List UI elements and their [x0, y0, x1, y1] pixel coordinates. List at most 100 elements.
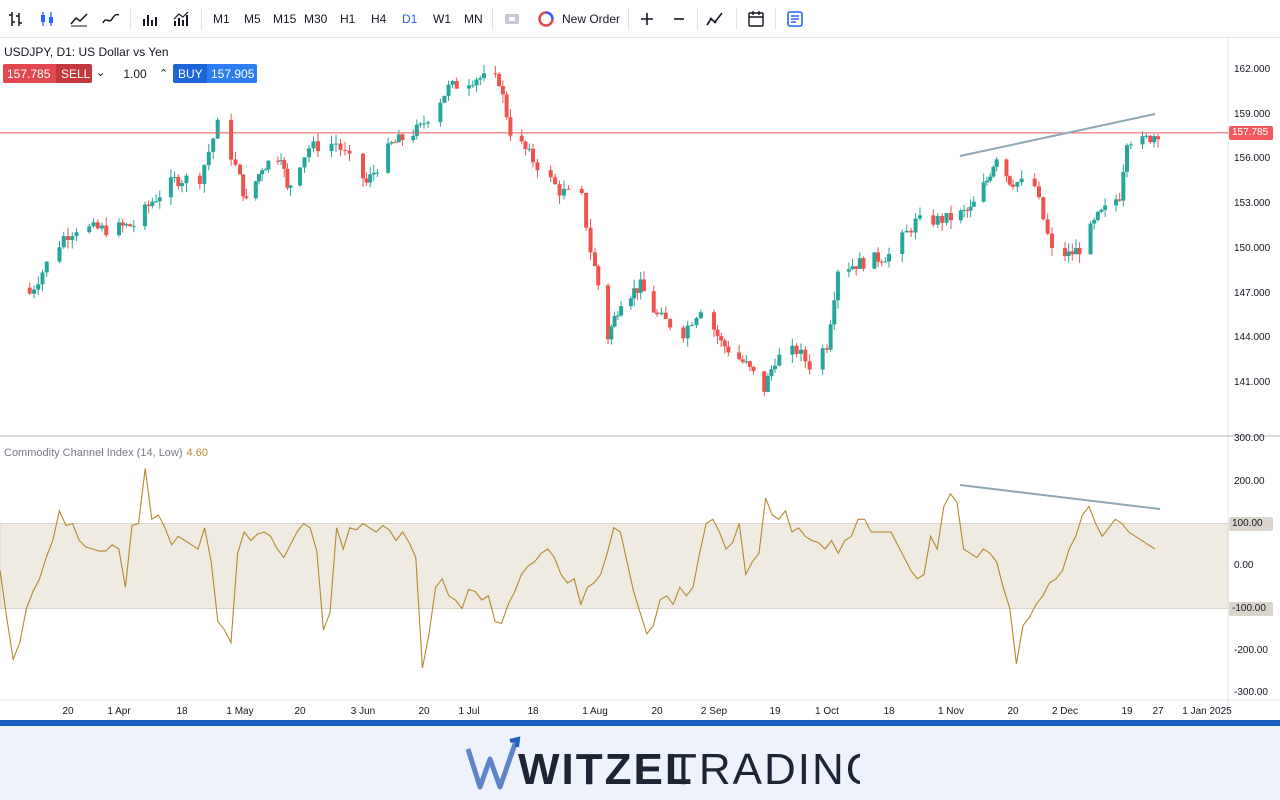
candle-body — [944, 213, 949, 223]
candle-body — [719, 336, 724, 341]
timeframe-m15[interactable]: M15 — [273, 12, 297, 26]
candle-body — [918, 215, 922, 219]
date-axis-label: 1 Oct — [815, 706, 839, 717]
candle-body — [44, 261, 49, 273]
candle-body — [904, 230, 909, 233]
candle-body — [389, 142, 394, 144]
buy-price[interactable]: 157.905 — [207, 64, 257, 83]
chart-area[interactable] — [0, 38, 1280, 720]
candle-body — [790, 345, 795, 355]
candle-body — [215, 119, 220, 139]
notes-icon[interactable] — [786, 10, 804, 28]
candle-body — [588, 227, 593, 253]
trade-ticket-icon[interactable] — [503, 10, 521, 28]
quantity-increase-icon[interactable]: ⌃ — [159, 68, 169, 80]
area-chart-icon[interactable] — [70, 10, 88, 28]
timeframe-m1[interactable]: M1 — [213, 12, 230, 26]
candle-body — [168, 177, 173, 198]
sell-price[interactable]: 157.785 — [3, 64, 56, 83]
candle-body — [176, 176, 181, 187]
date-axis-label: 19 — [1121, 706, 1133, 717]
candle-body — [876, 252, 881, 262]
candle-body — [651, 291, 656, 313]
candle-body — [584, 192, 589, 228]
candle-body — [835, 271, 840, 301]
candle-body — [263, 169, 268, 171]
candle-body — [579, 188, 584, 193]
cci-trendline — [959, 484, 1161, 510]
candlestick-icon[interactable] — [38, 10, 56, 28]
indicators-icon[interactable] — [172, 10, 190, 28]
volume-icon[interactable] — [141, 10, 159, 28]
candle-body — [566, 188, 571, 190]
candle-body — [1128, 144, 1133, 146]
calendar-icon[interactable] — [747, 10, 765, 28]
timeframe-m5[interactable]: M5 — [244, 12, 261, 26]
candle-body — [981, 182, 986, 202]
candle-body — [364, 178, 369, 183]
candle-body — [879, 261, 884, 263]
candle-body — [900, 232, 905, 254]
candle-body — [87, 226, 92, 233]
timeframe-mn[interactable]: MN — [464, 12, 483, 26]
candle-body — [632, 288, 637, 299]
chart-canvas[interactable] — [0, 38, 1280, 720]
date-axis-label: 2 Sep — [700, 706, 728, 717]
candle-body — [698, 312, 703, 319]
candle-body — [393, 142, 398, 144]
candle-body — [1099, 209, 1104, 212]
candle-body — [470, 85, 475, 87]
timeframe-h1[interactable]: H1 — [340, 12, 356, 26]
candle-body — [846, 269, 851, 272]
candle-body — [931, 215, 936, 225]
timeframe-h4[interactable]: H4 — [371, 12, 387, 26]
drawing-tools-icon[interactable] — [706, 10, 724, 28]
toolbar-separator — [697, 8, 698, 30]
candle-body — [400, 134, 405, 141]
candle-body — [128, 224, 133, 227]
candle-body — [307, 148, 311, 158]
quantity-field[interactable]: 1.00 — [123, 67, 147, 81]
candle-body — [27, 287, 32, 294]
price-axis-label: 159.000 — [1234, 109, 1271, 120]
candle-body — [1156, 136, 1160, 140]
candle-body — [820, 348, 825, 370]
bar-chart-icon[interactable] — [7, 10, 25, 28]
price-pane — [0, 38, 1228, 436]
candle-body — [131, 226, 136, 228]
candle-body — [74, 232, 79, 237]
candle-body — [1077, 248, 1082, 255]
date-axis-label: 3 Jun — [350, 706, 376, 717]
zoom-in-icon[interactable] — [638, 10, 656, 28]
candle-body — [681, 327, 686, 339]
candle-body — [256, 174, 261, 182]
candle-body — [1144, 135, 1149, 137]
date-axis-label: 20 — [62, 706, 74, 717]
buy-button[interactable]: BUY — [173, 64, 207, 83]
line-chart-icon[interactable] — [102, 10, 120, 28]
candle-body — [548, 170, 553, 178]
price-axis-label: 162.000 — [1234, 64, 1271, 75]
indicator-legend[interactable]: Commodity Channel Index (14, Low) 4.60 — [4, 447, 208, 459]
candle-body — [1088, 223, 1093, 255]
candle-body — [971, 201, 976, 207]
date-axis-label: 1 Aug — [582, 706, 608, 717]
candle-body — [984, 180, 989, 183]
timeframe-m30[interactable]: M30 — [304, 12, 328, 26]
candle-body — [557, 184, 562, 196]
candle-body — [1117, 199, 1122, 201]
candle-body — [233, 159, 238, 165]
sell-button[interactable]: SELL — [56, 64, 92, 83]
candle-body — [694, 318, 699, 326]
brand-name-bold: WITZEL — [518, 745, 694, 794]
candle-body — [386, 143, 391, 173]
quantity-decrease-icon[interactable]: ⌄ — [96, 67, 106, 79]
candle-body — [655, 312, 659, 315]
candle-body — [777, 354, 782, 366]
zoom-out-icon[interactable] — [670, 10, 688, 28]
date-axis-label: 1 Nov — [937, 706, 965, 717]
timeframe-w1[interactable]: W1 — [433, 12, 451, 26]
timeframe-d1[interactable]: D1 — [402, 12, 418, 26]
candle-body — [1063, 247, 1067, 257]
candle-body — [635, 288, 640, 293]
